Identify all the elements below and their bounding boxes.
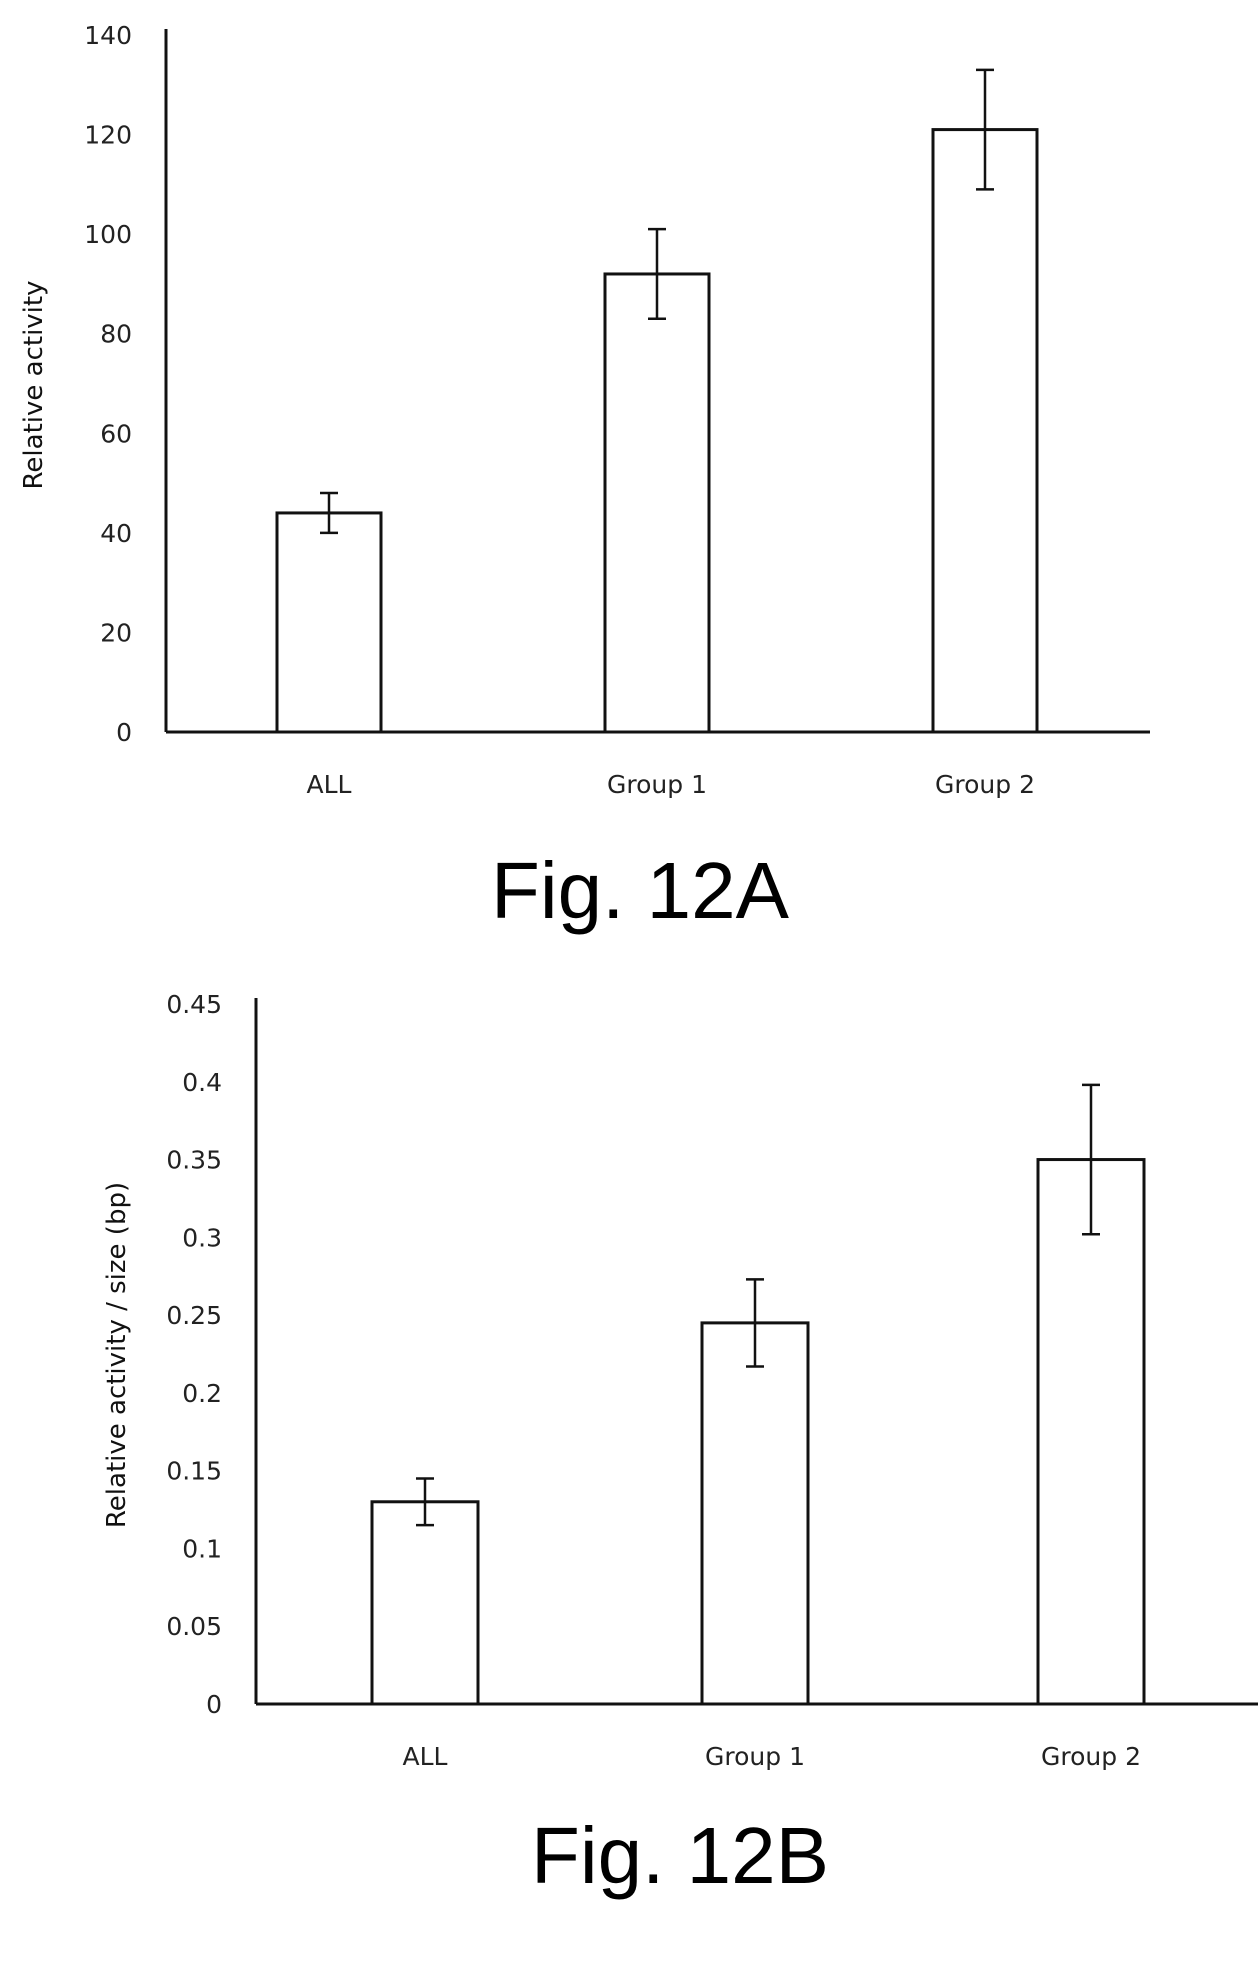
- y-tick-label: 0.2: [182, 1379, 222, 1408]
- y-tick-label: 40: [100, 519, 132, 548]
- y-tick-label: 0.4: [182, 1068, 222, 1097]
- y-axis-label: Relative activity: [19, 281, 49, 490]
- y-tick-label: 140: [84, 21, 132, 50]
- y-tick-label: 0: [116, 718, 132, 747]
- y-tick-label: 20: [100, 618, 132, 647]
- y-tick-label: 80: [100, 320, 132, 349]
- bar-group-1: [603, 272, 711, 734]
- y-tick-label: 0.45: [166, 990, 222, 1019]
- y-tick-label: 0.3: [182, 1223, 222, 1252]
- y-tick-label: 100: [84, 220, 132, 249]
- y-tick-label: 0.15: [166, 1457, 222, 1486]
- y-tick-label: 0.35: [166, 1146, 222, 1175]
- bar-group-2: [1036, 1158, 1146, 1706]
- figure-label-12a: Fig. 12A: [491, 846, 790, 935]
- x-category-label: Group 2: [1041, 1742, 1141, 1771]
- y-tick-label: 0.1: [182, 1534, 222, 1563]
- bar-all: [275, 511, 383, 734]
- bar-group-2: [931, 128, 1039, 734]
- chart-12b: 0 0.05 0.1 0.15 0.2 0.25 0.3 0.35 0.4 0.45 Relativ…: [102, 990, 1258, 1771]
- x-category-label: ALL: [307, 770, 352, 799]
- y-tick-label: 0: [206, 1690, 222, 1719]
- x-category-label: ALL: [403, 1742, 448, 1771]
- y-tick-label: 0.05: [166, 1612, 222, 1641]
- bar-all: [370, 1500, 480, 1706]
- x-category-label: Group 1: [607, 770, 707, 799]
- y-tick-label: 60: [100, 419, 132, 448]
- y-tick-label: 120: [84, 121, 132, 150]
- figure-label-12b: Fig. 12B: [531, 1811, 829, 1900]
- y-tick-label: 0.25: [166, 1301, 222, 1330]
- y-axis-label: Relative activity / size (bp): [102, 1182, 132, 1528]
- bar-group-1: [700, 1321, 810, 1706]
- chart-12a: 0 20 40 60 80 100 120 140 Relative activity ALL Gr…: [19, 21, 1150, 799]
- x-category-label: Group 1: [705, 1742, 805, 1771]
- x-category-label: Group 2: [935, 770, 1035, 799]
